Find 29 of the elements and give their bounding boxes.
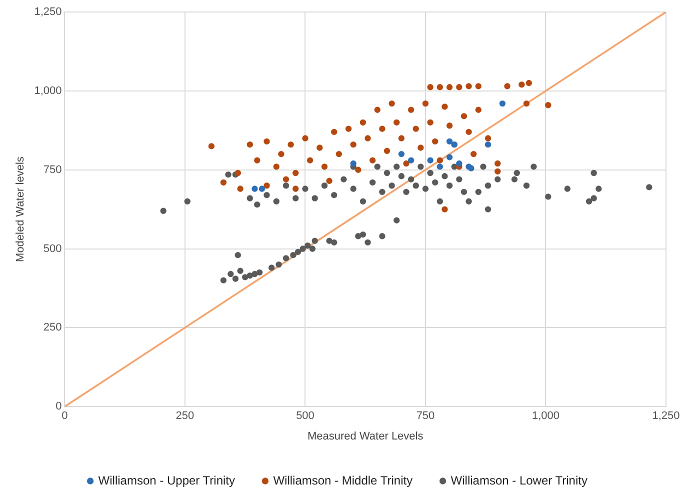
legend-label: Williamson - Upper Trinity	[98, 473, 236, 488]
legend-label: Williamson - Lower Trinity	[450, 473, 588, 488]
y-tick-label: 750	[43, 164, 62, 176]
point	[258, 186, 266, 192]
x-tick-label: 1,000	[532, 410, 560, 422]
x-tick-label: 750	[416, 410, 435, 422]
point	[446, 154, 453, 160]
point	[499, 100, 506, 107]
legend-label: Williamson - Middle Trinity	[273, 473, 413, 488]
point	[456, 160, 462, 167]
point	[252, 186, 258, 192]
point	[408, 157, 414, 164]
point	[468, 165, 474, 172]
y-tick-label: 1,000	[34, 84, 62, 97]
x-tick-label: 250	[176, 410, 194, 422]
x-axis-title: Measured Water Levels	[307, 430, 424, 442]
y-axis-title: Modeled Water levels	[14, 156, 27, 262]
y-tick-label: 500	[43, 242, 62, 255]
x-tick-label: 1,250	[652, 410, 680, 422]
point	[484, 141, 492, 148]
point	[446, 138, 453, 145]
y-tick-label: 0	[56, 400, 62, 413]
y-tick-label: 250	[43, 322, 62, 334]
y-tick-label: 1,250	[34, 6, 62, 18]
point	[350, 160, 356, 167]
point	[398, 150, 405, 158]
point	[427, 157, 434, 164]
point	[436, 164, 444, 170]
x-tick-label: 500	[296, 410, 314, 422]
